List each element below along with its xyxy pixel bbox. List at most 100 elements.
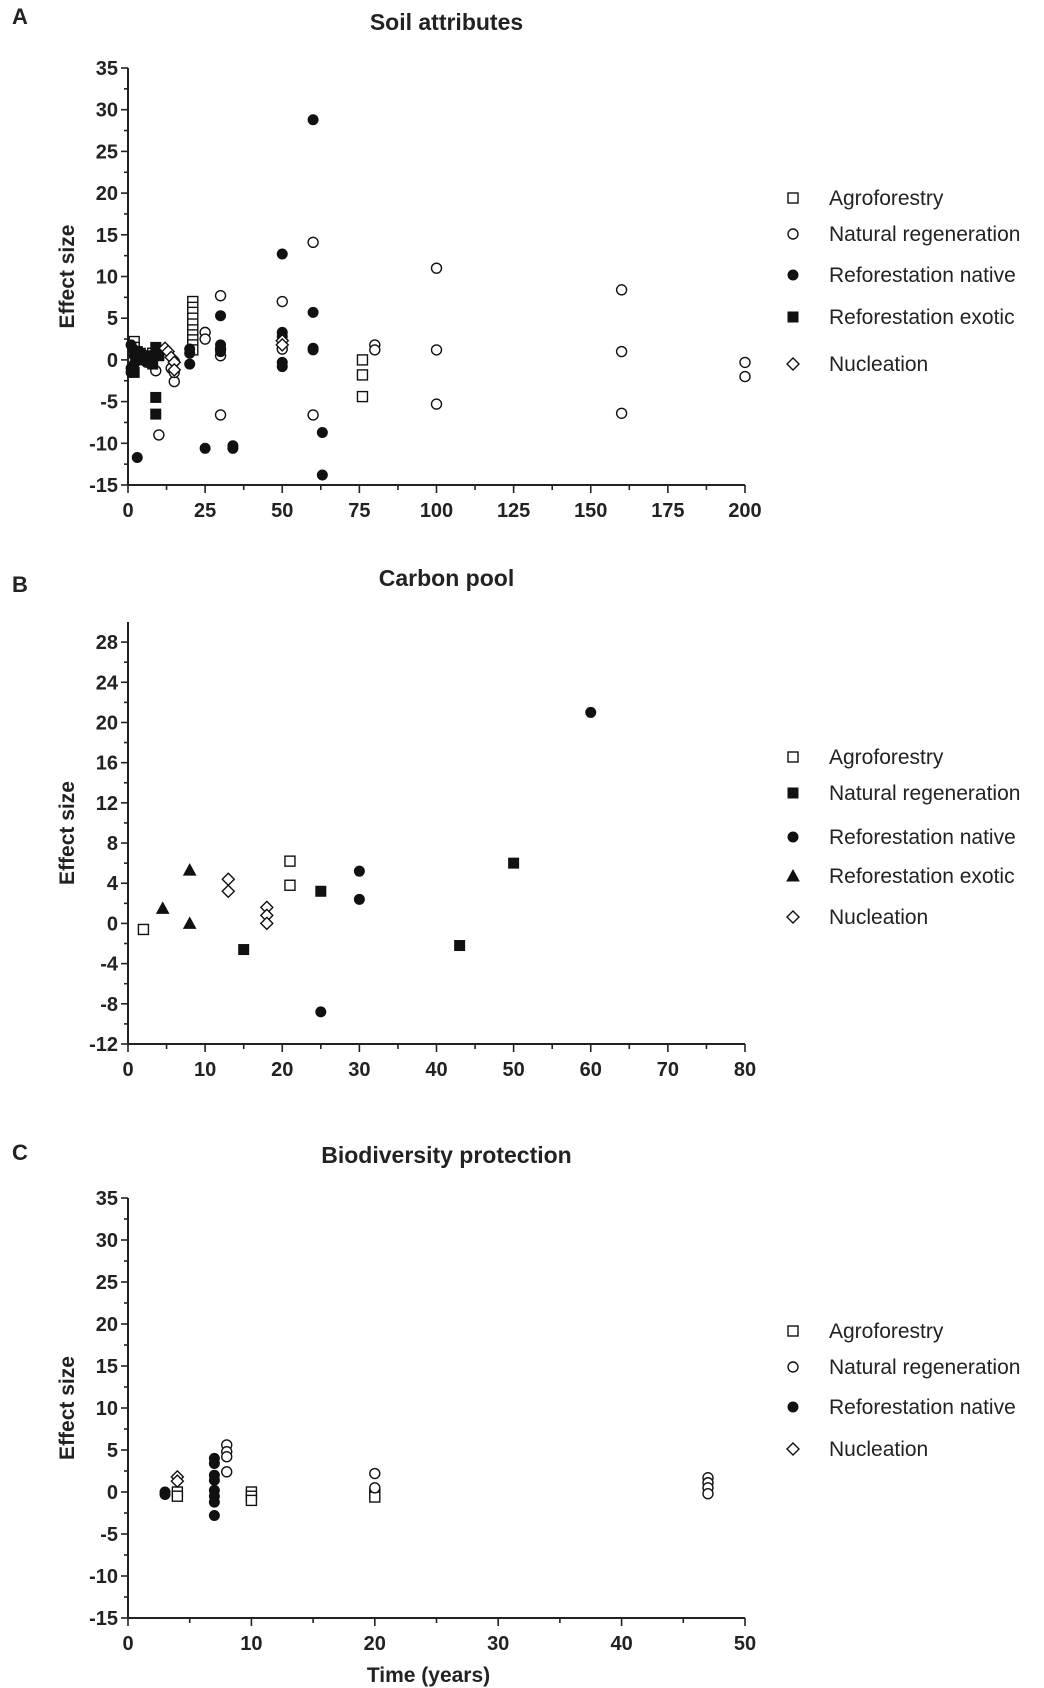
data-point	[215, 310, 227, 322]
x-tick-label: 150	[574, 500, 607, 522]
data-point	[137, 923, 150, 936]
x-tick-label: 20	[271, 1059, 293, 1081]
legend-marker	[787, 311, 799, 323]
legend-marker	[787, 1325, 799, 1337]
legend-label: Agroforestry	[829, 1320, 944, 1343]
x-tick-label: 50	[271, 500, 293, 522]
data-point	[284, 879, 296, 891]
x-tick-label: 100	[420, 500, 453, 522]
x-tick-label: 25	[194, 500, 216, 522]
data-point	[171, 1490, 184, 1502]
x-tick-label: 60	[580, 1059, 602, 1081]
x-tick-label: 200	[728, 500, 761, 522]
series-nucleation	[221, 872, 274, 931]
y-axis-label: Effect size	[56, 781, 79, 885]
y-tick-label: -10	[89, 433, 118, 455]
series-reforestation-exotic	[128, 341, 165, 420]
legend-label: Reforestation native	[829, 826, 1016, 849]
y-tick-label: 35	[96, 1188, 118, 1210]
y-tick-label: -15	[89, 475, 118, 497]
data-point	[430, 262, 443, 274]
legend-marker	[786, 1442, 800, 1456]
panel-b: B Carbon pool -12 -8 -4 0 4 8 12 16 20 24 28 0 10 20 30 4…	[12, 565, 1020, 1081]
data-point	[128, 366, 140, 378]
legend-label: Reforestation exotic	[829, 865, 1015, 888]
data-point	[221, 1451, 233, 1463]
series-agroforestry	[137, 855, 296, 936]
chart-title: Carbon pool	[379, 565, 514, 591]
y-tick-label: 15	[96, 1356, 118, 1378]
data-point	[182, 916, 197, 929]
y-tick-label: 20	[96, 712, 118, 734]
legend-marker	[786, 910, 800, 924]
y-tick-label: -12	[89, 1034, 118, 1056]
data-point	[208, 1457, 220, 1469]
data-point	[167, 362, 182, 377]
data-point	[702, 1487, 714, 1500]
y-tick-label: 20	[96, 183, 118, 205]
y-tick-label: 25	[96, 1272, 118, 1294]
legend-label: Natural regeneration	[829, 223, 1020, 246]
data-point	[316, 426, 328, 438]
data-point	[259, 916, 274, 931]
data-point	[307, 306, 319, 318]
data-point	[739, 370, 751, 383]
x-tick-label: 40	[610, 1633, 632, 1655]
x-tick-label: 40	[425, 1059, 447, 1081]
legend-marker	[787, 228, 799, 240]
y-axis-label: Effect size	[56, 1356, 79, 1460]
y-tick-label: 12	[96, 793, 118, 815]
series-natural-regeneration	[150, 236, 751, 441]
data-point	[430, 398, 443, 410]
data-point	[275, 337, 290, 352]
y-tick-label: 30	[96, 100, 118, 122]
y-tick-label: -15	[89, 1608, 118, 1630]
panel-letter: C	[12, 1140, 28, 1165]
y-axis-label: Effect size	[56, 225, 79, 329]
legend: Agroforestry Natural regeneration Reforest…	[786, 1320, 1020, 1461]
data-point	[221, 884, 236, 899]
data-point	[356, 369, 369, 381]
legend: Agroforestry Natural regeneration Reforest…	[786, 187, 1020, 376]
y-tick-label: 10	[96, 267, 118, 289]
data-point	[369, 344, 381, 356]
data-point	[238, 944, 250, 956]
series-natural-regeneration	[238, 857, 520, 956]
data-point	[208, 1474, 220, 1486]
data-point	[199, 333, 211, 345]
data-point	[184, 347, 196, 359]
data-point	[356, 390, 369, 403]
data-point	[430, 344, 443, 356]
y-tick-label: -5	[100, 392, 118, 414]
data-point	[155, 901, 170, 914]
data-point	[131, 451, 143, 463]
legend-label: Agroforestry	[829, 746, 944, 769]
y-tick-label: 25	[96, 141, 118, 163]
data-point	[307, 114, 319, 126]
data-point	[315, 885, 327, 897]
x-tick-label: 50	[734, 1633, 756, 1655]
data-point	[134, 354, 146, 366]
x-tick-label: 10	[194, 1059, 216, 1081]
data-point	[508, 857, 520, 869]
x-tick-label: 175	[651, 500, 684, 522]
y-tick-label: 0	[107, 1482, 118, 1504]
y-tick-label: -5	[100, 1524, 118, 1546]
legend-marker	[787, 831, 799, 843]
series-reforestation-native	[159, 1452, 220, 1522]
series-reforestation-exotic	[155, 863, 197, 929]
data-point	[150, 391, 162, 403]
x-tick-label: 10	[240, 1633, 262, 1655]
y-tick-label: 24	[96, 672, 119, 694]
data-point	[276, 248, 288, 260]
legend-label: Nucleation	[829, 1438, 928, 1461]
y-tick-label: 0	[107, 350, 118, 372]
data-point	[221, 872, 236, 887]
x-axis-label: Time (years)	[367, 1664, 490, 1687]
legend-marker	[786, 357, 800, 371]
x-tick-label: 125	[497, 500, 530, 522]
data-point	[615, 407, 628, 419]
series-natural-regeneration	[221, 1439, 714, 1500]
y-tick-label: 5	[107, 308, 118, 330]
